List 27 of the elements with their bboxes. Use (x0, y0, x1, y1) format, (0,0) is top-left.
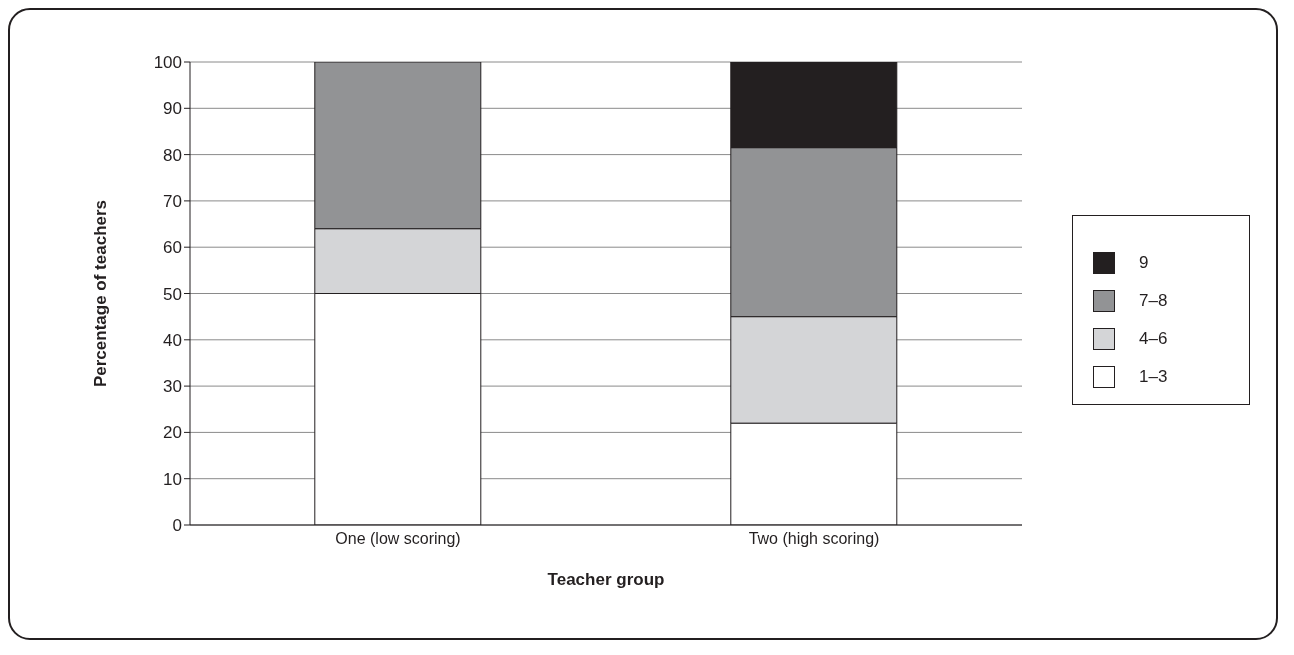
y-tick-label: 10 (163, 469, 182, 489)
y-tick-label: 20 (163, 423, 182, 443)
bar (730, 147, 898, 318)
bar (730, 316, 898, 424)
legend-label: 4–6 (1139, 329, 1168, 349)
legend-label: 7–8 (1139, 291, 1168, 311)
x-tick-label: One (low scoring) (335, 530, 461, 548)
y-tick-label: 80 (163, 145, 182, 165)
y-tick-label: 0 (172, 516, 182, 536)
legend-label: 9 (1139, 253, 1149, 273)
y-axis-title: Percentage of teachers (91, 199, 111, 388)
legend-label: 1–3 (1139, 367, 1168, 387)
y-tick-label: 50 (163, 284, 182, 304)
y-tick-label: 90 (163, 99, 182, 119)
y-tick-label: 60 (163, 238, 182, 258)
y-tick-label: 40 (163, 330, 182, 350)
bar (730, 422, 898, 525)
y-tick-label: 70 (163, 191, 182, 211)
bar (314, 62, 482, 230)
y-tick-label: 100 (153, 53, 182, 73)
x-tick-label: Two (high scoring) (748, 530, 880, 548)
x-axis-title: Teacher group (547, 570, 665, 589)
bar (314, 228, 482, 294)
y-tick-label: 30 (163, 377, 182, 397)
rounded-frame: 9 7–8 4–6 1–3 One (low scoring) Two (high scoring) Teacher group 0 10 20 30 40 50 60 70 80 90 100 Percentage of teachers (8, 8, 1278, 640)
bar (314, 293, 482, 525)
bar (730, 62, 898, 149)
